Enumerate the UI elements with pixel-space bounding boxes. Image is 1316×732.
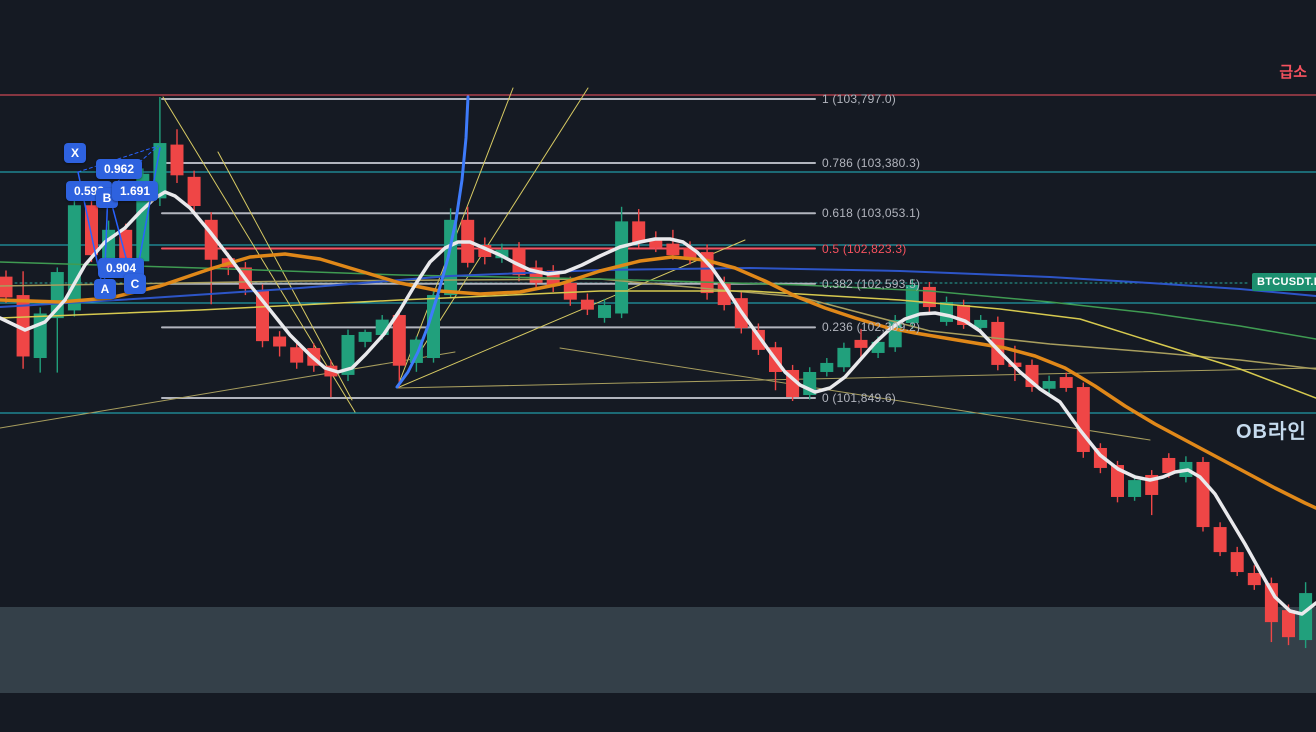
candle: [854, 339, 868, 348]
pattern-point-x[interactable]: X: [64, 143, 86, 163]
candle: [1282, 610, 1295, 638]
candle: [1196, 461, 1210, 528]
candle: [1230, 552, 1244, 573]
ob-line-annotation: OB라인: [1236, 421, 1307, 443]
fan-line-mid: [396, 87, 589, 389]
khaki-flat-long: [396, 367, 1316, 389]
candle: [580, 299, 594, 310]
candle: [1299, 593, 1313, 641]
trendline-down-2: [217, 151, 353, 401]
pattern-ratio-0962[interactable]: 0.962: [96, 159, 142, 179]
candle: [1042, 381, 1056, 389]
candle: [649, 238, 663, 248]
ma-blue: [0, 267, 1316, 308]
candle: [478, 245, 492, 257]
pattern-ratio-1691[interactable]: 1.691: [112, 181, 158, 201]
candle: [1111, 465, 1124, 497]
candle: [290, 347, 304, 363]
pattern-point-c[interactable]: C: [124, 274, 146, 294]
candle: [341, 334, 355, 375]
fib-label-0: 0 (101,849.6): [822, 391, 896, 405]
ma-orange: [0, 252, 1316, 510]
fib-label-1: 1 (103,797.0): [822, 92, 896, 106]
fib-label-0236: 0.236 (102,309.2): [822, 320, 921, 335]
candle: [119, 229, 133, 263]
candle: [598, 305, 611, 318]
candle: [170, 144, 184, 176]
candle: [683, 247, 697, 259]
candle: [273, 336, 287, 347]
fib-label-0618: 0.618 (103,053.1): [822, 206, 921, 221]
khaki-rising-left: [0, 351, 456, 429]
fib-label-0786: 0.786 (103,380.3): [822, 155, 921, 170]
candle: [820, 362, 834, 372]
candle: [1264, 583, 1278, 623]
candle: [187, 176, 201, 207]
khaki-falling-right: [559, 347, 1151, 441]
blue-parabola: [395, 95, 470, 389]
candle: [751, 329, 765, 350]
ma-khaki: [0, 278, 1316, 370]
fib-label-05: 0.5 (102,823.3): [822, 241, 907, 256]
ma-white: [0, 190, 1316, 616]
candle: [1162, 457, 1176, 474]
candle: [358, 331, 372, 342]
candle: [871, 341, 885, 353]
ma-green: [0, 261, 1316, 340]
candle: [495, 249, 509, 259]
candle: [427, 295, 440, 359]
candle: [1213, 527, 1227, 553]
candle: [1128, 480, 1142, 497]
candle: [905, 284, 919, 324]
candle: [837, 347, 851, 368]
candle: [1059, 377, 1073, 388]
candle: [392, 315, 406, 366]
kill-zone-annotation: 급소: [1279, 64, 1307, 81]
pattern-point-a[interactable]: A: [94, 279, 116, 299]
symbol-price-label: BTCUSDT.P: [1252, 273, 1316, 291]
candle: [974, 319, 988, 328]
ma-yellow: [0, 290, 1316, 399]
pattern-ratio-0904[interactable]: 0.904: [98, 258, 144, 278]
fan-line-shallow: [396, 239, 746, 389]
candle: [512, 248, 526, 276]
candle: [16, 295, 30, 357]
candle: [922, 286, 936, 308]
candle: [632, 221, 646, 243]
highlight-band: [0, 607, 1316, 693]
candle: [563, 282, 577, 300]
fib-label-0382: 0.382 (102,593.5): [822, 276, 921, 291]
candle: [0, 276, 13, 298]
candle: [666, 243, 680, 256]
candle: [1247, 572, 1261, 586]
